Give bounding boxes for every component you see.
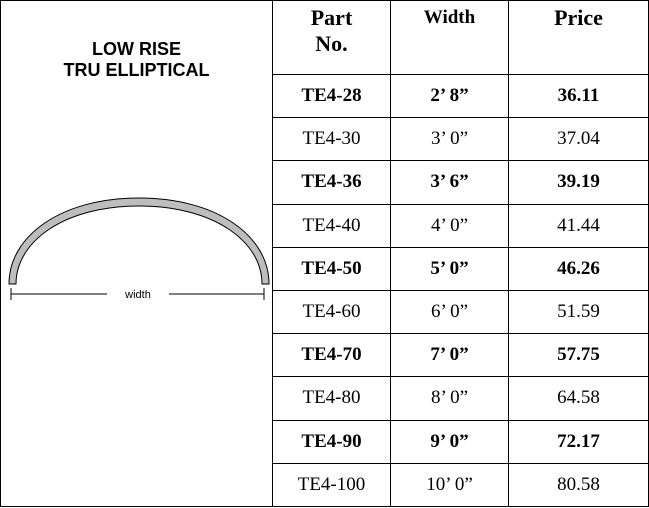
table-cell: 80.58 [508,462,649,508]
column-header: Width [390,0,509,75]
table-row: TE4-100 10’ 0” 80.58 [1,462,649,508]
table-row: TE4-50 5’ 0” 46.26 [1,246,649,291]
title-line: LOW RISE [92,39,181,59]
header-line: Price [554,5,603,30]
table-cell: 7’ 0” [390,333,509,378]
table-cell: 5’ 0” [390,246,509,291]
table-cell: 46.26 [508,246,649,291]
table-row: TE4-28 2’ 8” 36.11 [1,73,649,119]
column-header: Price [508,0,649,75]
table-row: TE4-70 7’ 0” 57.75 [1,333,649,378]
table-cell: 3’ 0” [390,117,509,162]
table-row: TE4-80 8’ 0” 64.58 [1,376,649,421]
table-cell: TE4-50 [272,246,391,291]
table-cell: 3’ 6” [390,160,509,205]
table-cell: 64.58 [508,376,649,421]
table-cell: 37.04 [508,117,649,162]
table-cell: 57.75 [508,333,649,378]
table-cell: 9’ 0” [390,419,509,464]
table-cell: 51.59 [508,289,649,335]
table-row: TE4-90 9’ 0” 72.17 [1,419,649,464]
table-cell: 2’ 8” [390,73,509,119]
table-cell: 39.19 [508,160,649,205]
table-cell: 36.11 [508,73,649,119]
table-cell: TE4-100 [272,462,391,508]
table-cell: TE4-70 [272,333,391,378]
table-cell: TE4-40 [272,203,391,248]
table-cell: TE4-80 [272,376,391,421]
table-cell: TE4-28 [272,73,391,119]
dimension-label: width [124,289,151,301]
header-line: No. [315,31,348,56]
table-cell: TE4-90 [272,419,391,464]
column-header: Part No. [272,0,391,75]
diagram-title: LOW RISE TRU ELLIPTICAL [1,39,272,81]
title-line: TRU ELLIPTICAL [63,60,210,80]
table-row: TE4-40 4’ 0” 41.44 [1,203,649,248]
table-cell: 6’ 0” [390,289,509,335]
table-cell: 10’ 0” [390,462,509,508]
diagram-cell: LOW RISE TRU ELLIPTICAL width [0,0,273,507]
table-cell: 72.17 [508,419,649,464]
table-cell: TE4-30 [272,117,391,162]
header-line: Width [423,7,476,28]
table-cell: TE4-60 [272,289,391,335]
table-cell: 41.44 [508,203,649,248]
table-cell: TE4-36 [272,160,391,205]
arch [8,197,270,285]
table-cell: 4’ 0” [390,203,509,248]
header-line: Part [310,5,353,30]
arch-diagram: width [8,197,270,301]
table-cell: 8’ 0” [390,376,509,421]
